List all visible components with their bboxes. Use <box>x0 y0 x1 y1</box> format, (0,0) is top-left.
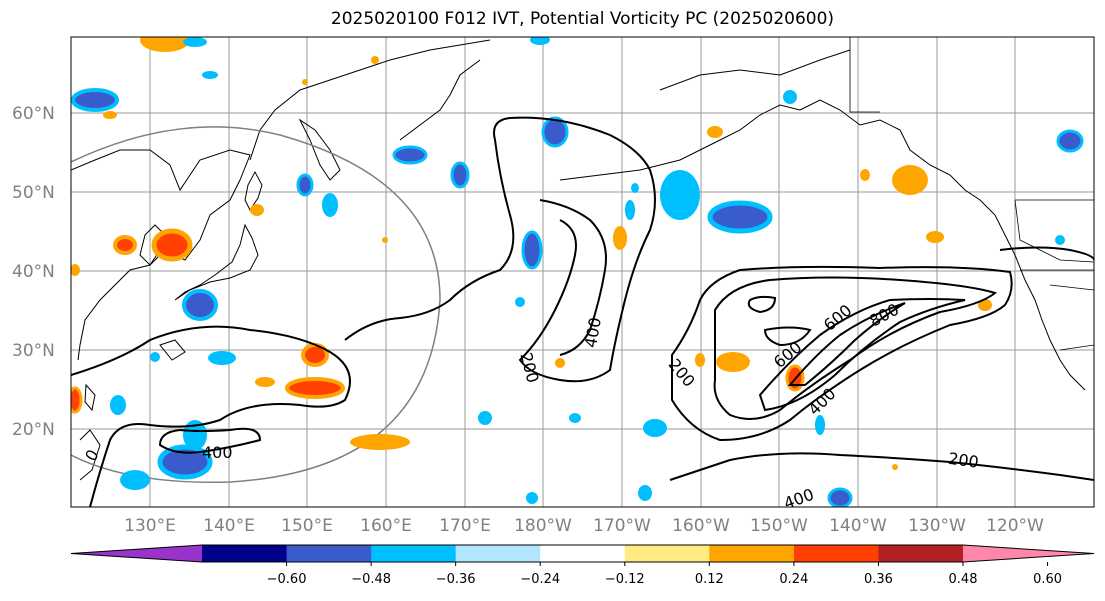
lon-label-130w: 130°W <box>908 516 966 536</box>
lat-label-20n: 20°N <box>12 420 55 440</box>
lat-label-50n: 50°N <box>12 183 55 203</box>
colorbar-segment <box>286 545 372 562</box>
lat-label-40n: 40°N <box>12 262 55 282</box>
map-frame <box>70 36 1095 508</box>
colorbar-tick-label: −0.60 <box>267 572 307 587</box>
gridlines <box>71 37 1094 507</box>
latitude-labels: 60°N 50°N 40°N 30°N 20°N <box>12 104 55 440</box>
lon-label-140w: 140°W <box>829 516 887 536</box>
lon-label-130e: 130°E <box>124 516 176 536</box>
ivt-contours <box>71 116 1094 507</box>
lon-label-140e: 140°E <box>203 516 255 536</box>
borders <box>849 37 1094 351</box>
contour-label-400-a: 400 <box>202 443 233 462</box>
colorbar-outline <box>70 544 1095 563</box>
colorbar-tick-label: −0.24 <box>520 572 560 587</box>
map-background <box>71 37 1094 507</box>
map-title: 2025020100 F012 IVT, Potential Vorticity… <box>330 9 835 29</box>
colorbar-tick-label: 0.60 <box>1033 572 1062 587</box>
colorbar-segment <box>624 545 710 562</box>
colorbar-tick-label: 0.48 <box>949 572 978 587</box>
lon-label-180w: 180°W <box>514 516 572 536</box>
colorbar-tick-label: 0.36 <box>864 572 893 587</box>
colorbar-tick-label: 0.12 <box>695 572 724 587</box>
colorbar-segment <box>878 545 964 562</box>
longitude-labels: 130°E 140°E 150°E 160°E 170°E 180°W 170°… <box>124 516 1044 536</box>
coastlines <box>71 39 1086 481</box>
colorbar-tick-label: 0.24 <box>779 572 808 587</box>
lon-label-160e: 160°E <box>360 516 412 536</box>
lon-label-170e: 170°E <box>439 516 491 536</box>
lon-label-150e: 150°E <box>281 516 333 536</box>
lon-label-160w: 160°W <box>672 516 730 536</box>
colorbar-extension-high <box>963 545 1094 562</box>
colorbar-extension-low <box>71 545 202 562</box>
colorbar-segment <box>455 545 541 562</box>
colorbar-segment <box>202 545 288 562</box>
colorbar-tick-label: −0.36 <box>436 572 476 587</box>
gray-reference-circle <box>71 126 441 484</box>
colorbar-segment <box>709 545 795 562</box>
lat-label-60n: 60°N <box>12 104 55 124</box>
colorbar-tick-label: −0.12 <box>605 572 645 587</box>
lon-label-120w: 120°W <box>986 516 1044 536</box>
map-panel: 400 200 200 600 600 800 400 400 200 400 … <box>70 36 1095 508</box>
colorbar: −0.60 −0.48 −0.36 −0.24 −0.12 0.12 0.24 0.36 0.4… <box>70 544 1095 587</box>
lat-label-30n: 30°N <box>12 341 55 361</box>
lon-label-170w: 170°W <box>593 516 651 536</box>
colorbar-segment <box>371 545 457 562</box>
lon-label-150w: 150°W <box>750 516 808 536</box>
pv-shading <box>71 37 1084 507</box>
contour-label-200-c: 200 <box>947 449 980 472</box>
colorbar-tick-label: −0.48 <box>351 572 391 587</box>
colorbar-segment <box>793 545 879 562</box>
colorbar-segment <box>540 545 626 562</box>
